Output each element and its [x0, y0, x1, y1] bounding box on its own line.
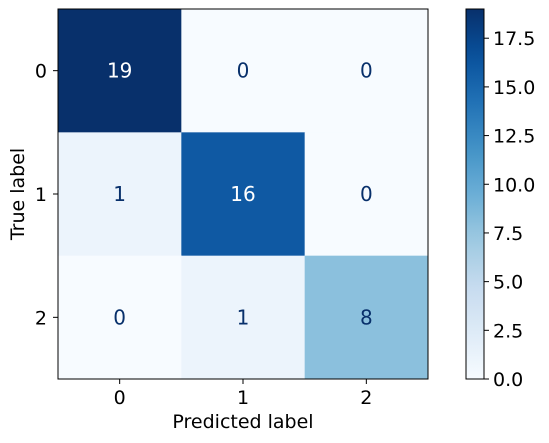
cell-value-label: 8 — [360, 305, 373, 329]
y-axis-ticks: 0 1 2 — [35, 61, 58, 329]
x-axis-ticks: 0 1 2 — [114, 379, 372, 409]
heatmap-cell — [58, 132, 182, 257]
heatmap-cell — [58, 255, 182, 380]
heatmap-cell — [181, 132, 306, 257]
x-tick-label: 1 — [237, 387, 249, 409]
colorbar-ticks: 0.0 2.5 5.0 7.5 10.0 12.5 15.0 17.5 — [484, 28, 535, 391]
cell-value-labels: 19 0 0 1 16 0 0 1 8 — [107, 59, 373, 330]
heatmap-cell — [304, 132, 429, 257]
y-tick-label: 1 — [35, 184, 47, 206]
colorbar-tick-label: 2.5 — [493, 320, 523, 342]
cell-value-label: 0 — [237, 59, 250, 83]
colorbar-tick-label: 15.0 — [493, 77, 535, 99]
x-tick-label: 0 — [114, 387, 126, 409]
cell-value-label: 1 — [237, 305, 250, 329]
y-axis-label: True label — [7, 148, 29, 241]
colorbar-tick-label: 12.5 — [493, 126, 535, 148]
cell-value-label: 16 — [230, 182, 255, 206]
x-axis-label: Predicted label — [172, 411, 313, 433]
cell-value-label: 0 — [360, 182, 373, 206]
colorbar-tick-label: 5.0 — [493, 272, 523, 294]
cell-value-label: 0 — [113, 305, 126, 329]
y-tick-label: 2 — [35, 307, 47, 329]
cell-value-label: 0 — [360, 59, 373, 83]
colorbar-tick-label: 10.0 — [493, 174, 535, 196]
heatmap-cell — [304, 255, 429, 380]
heatmap-cell — [181, 255, 306, 380]
colorbar-tick-label: 0.0 — [493, 369, 523, 391]
cell-value-label: 1 — [113, 182, 126, 206]
colorbar — [465, 8, 485, 380]
heatmap-cell — [181, 9, 306, 133]
x-tick-label: 2 — [360, 387, 372, 409]
colorbar-tick-label: 17.5 — [493, 28, 535, 50]
heatmap-cells — [58, 9, 429, 380]
heatmap-cell — [304, 9, 429, 133]
colorbar-tick-label: 7.5 — [493, 223, 523, 245]
heatmap-cell — [58, 9, 182, 133]
cell-value-label: 19 — [107, 59, 132, 83]
y-tick-label: 0 — [35, 61, 47, 83]
